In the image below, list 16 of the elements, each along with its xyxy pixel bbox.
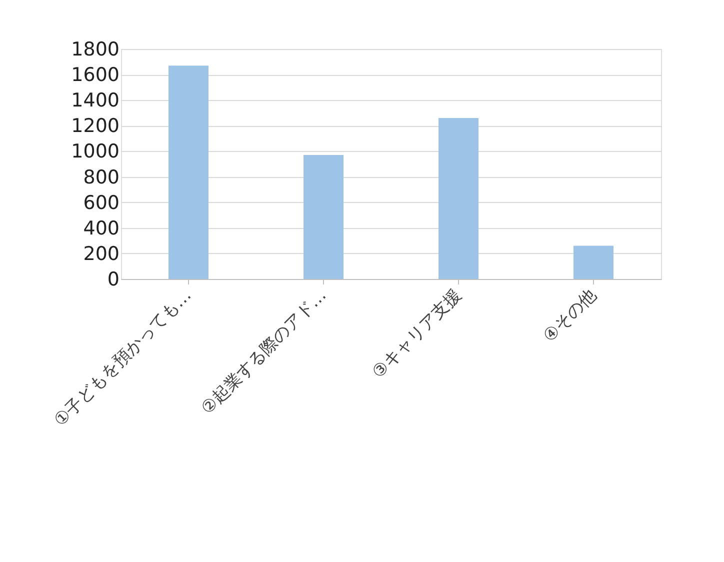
x-tick-label: ②起業する際のアド… (197, 285, 331, 419)
x-tick-label: ③キャリア支援 (368, 285, 466, 382)
y-tick-label: 1400 (71, 90, 120, 112)
bar (304, 155, 344, 279)
y-tick-label: 1200 (71, 115, 120, 138)
y-tick-label: 400 (83, 217, 120, 240)
y-tick-label: 200 (83, 242, 120, 265)
x-tick-label: ④その他 (540, 285, 601, 346)
bar (574, 246, 614, 279)
bar (438, 118, 478, 279)
y-tick-label: 1600 (71, 64, 120, 86)
y-tick-label: 1000 (71, 140, 120, 163)
y-tick-label: 600 (83, 192, 120, 214)
y-tick-label: 800 (83, 166, 120, 188)
y-tick-label: 1800 (71, 38, 120, 60)
bar (168, 66, 208, 279)
